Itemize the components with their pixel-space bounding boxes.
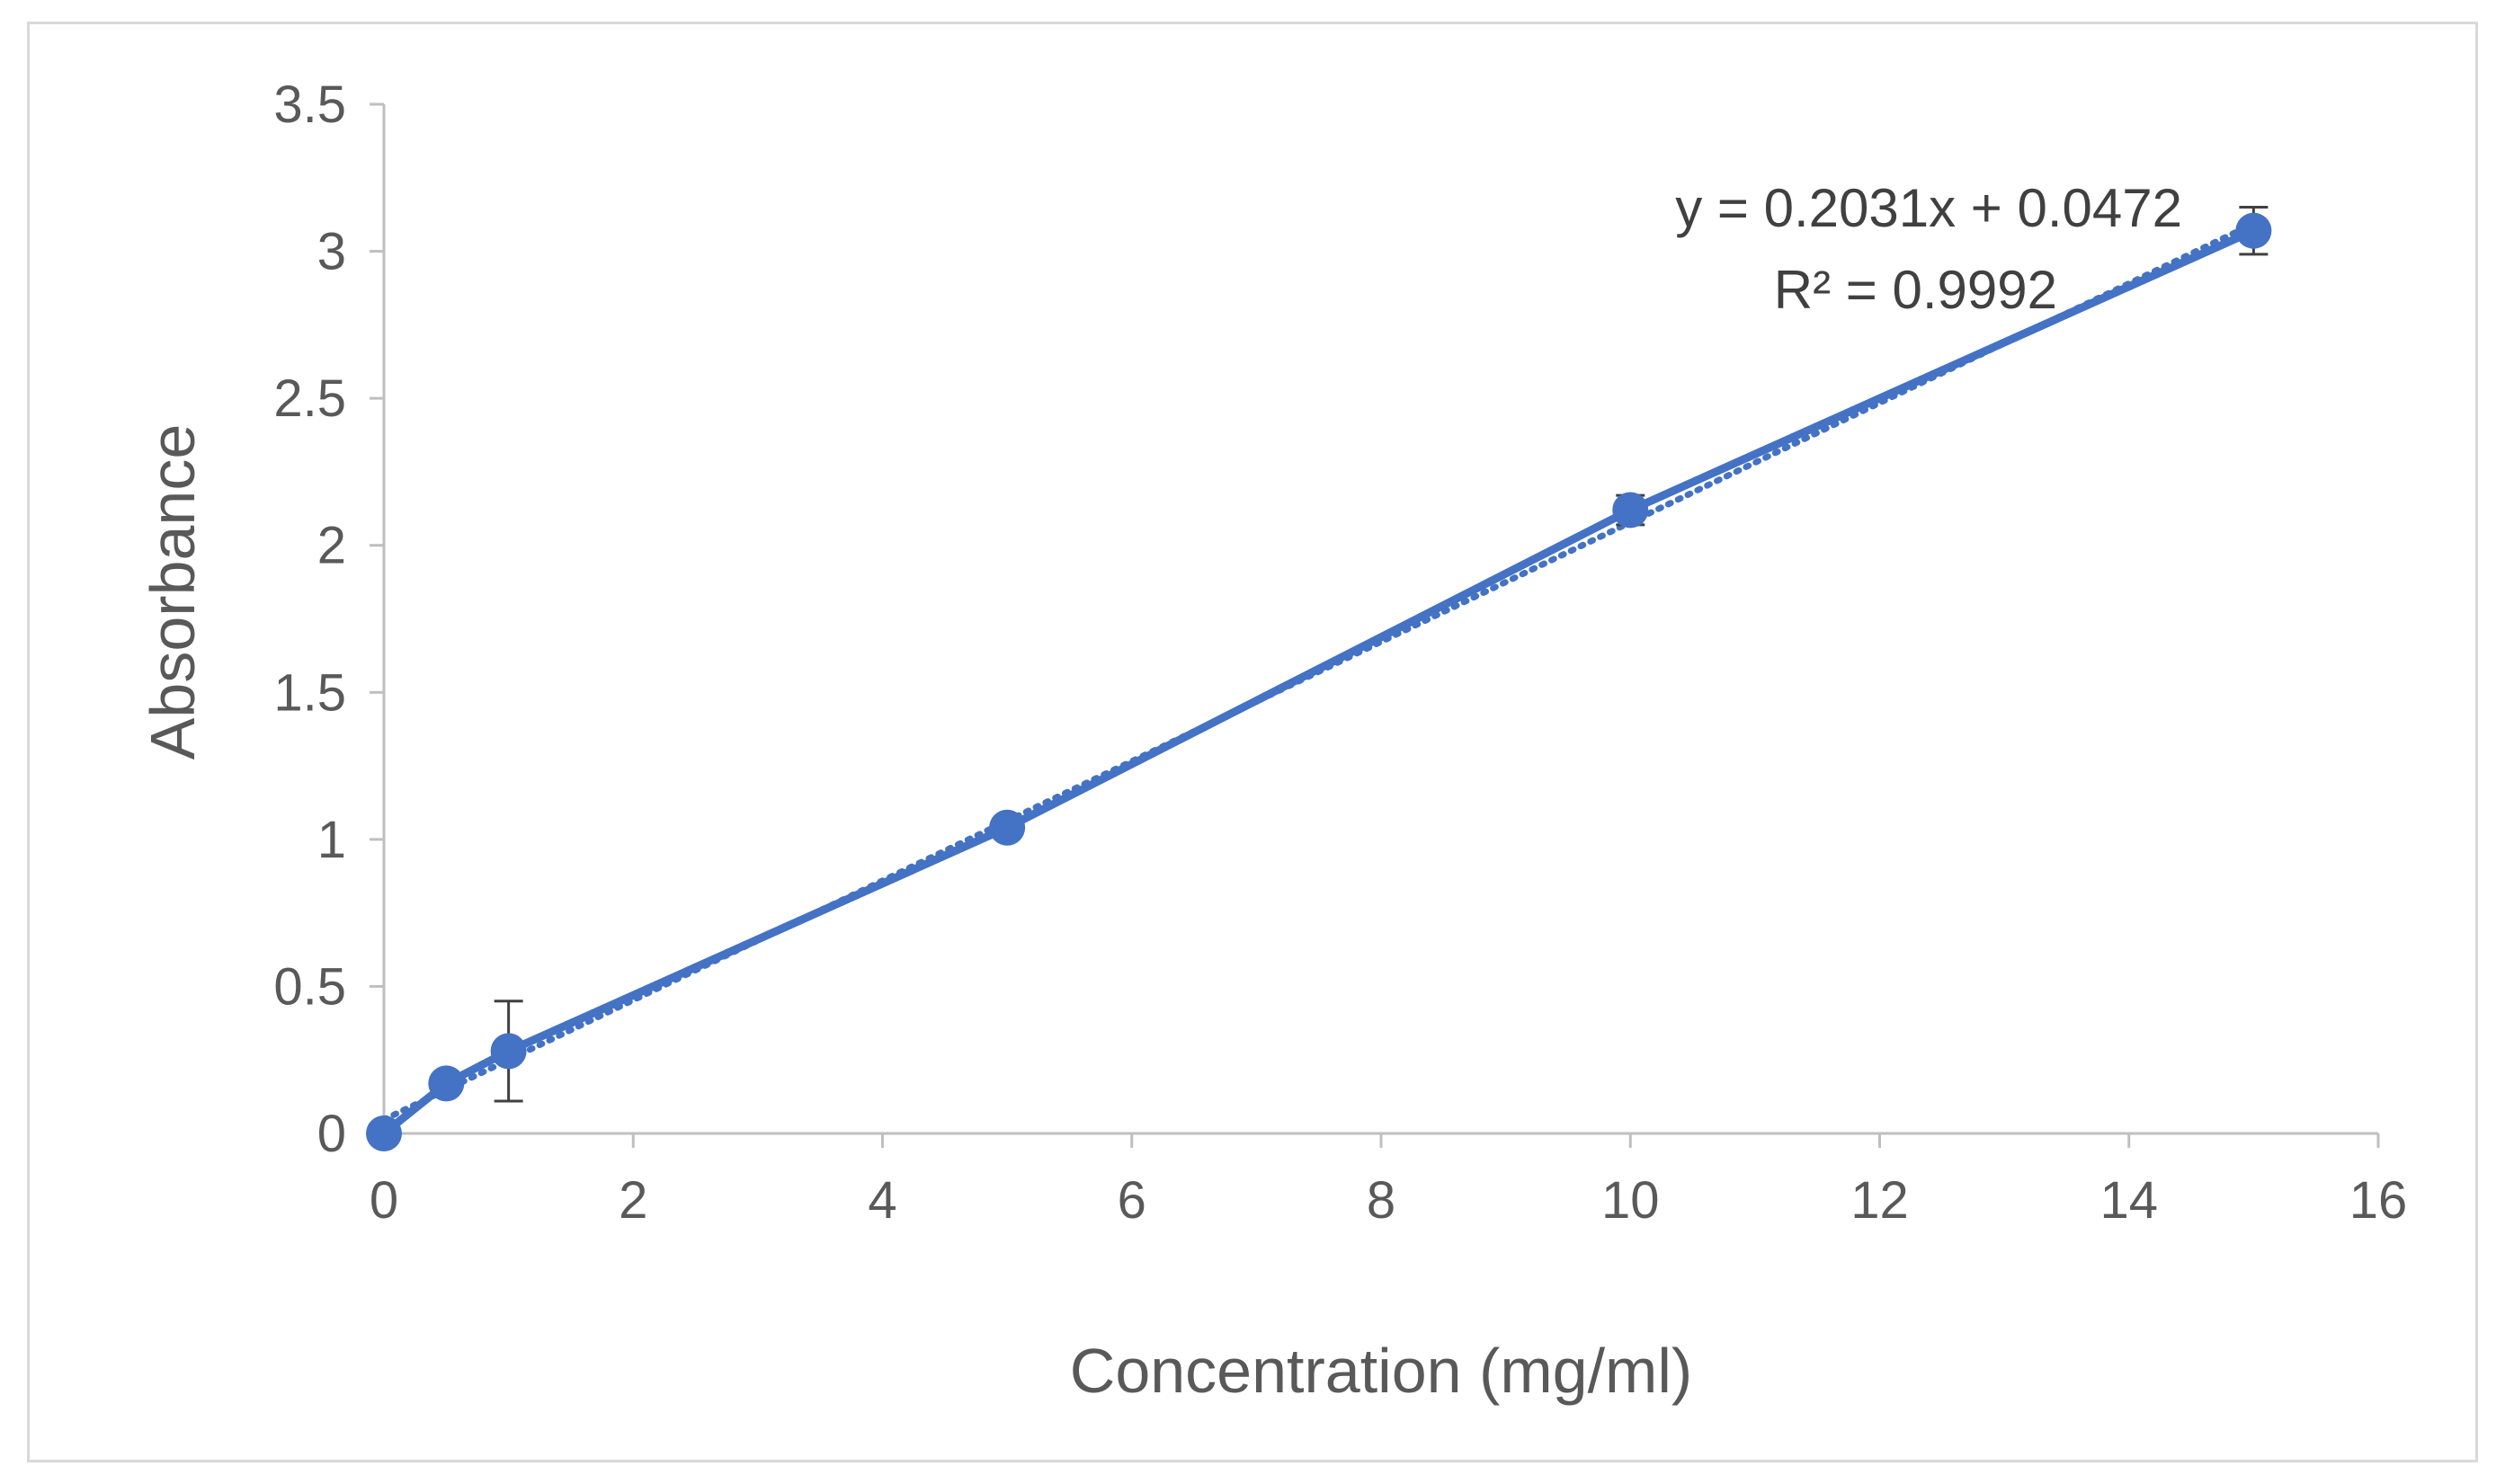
y-tick-label: 3: [317, 223, 346, 281]
x-tick-label: 0: [370, 1171, 398, 1230]
y-tick-label: 1: [317, 811, 346, 869]
chart-frame: 0 2 4 6 8 10 12 14 16 0 0.5 1 1.5 2 2.5 3 3.5 Concentrat…: [27, 22, 2478, 1462]
y-tick-label: 1.5: [273, 663, 346, 722]
y-tick-label: 0: [317, 1105, 346, 1163]
x-tick-label: 2: [619, 1171, 647, 1230]
data-point: [2235, 212, 2272, 249]
x-tick-label: 14: [2099, 1171, 2158, 1230]
x-tick-label: 16: [2349, 1171, 2408, 1230]
x-axis-title: Concentration (mg/ml): [1070, 1336, 1692, 1406]
data-point: [428, 1065, 465, 1102]
y-axis-title: Absorbance: [138, 424, 208, 760]
data-point: [1612, 492, 1649, 529]
data-point: [989, 809, 1026, 846]
scatter-chart: 0 2 4 6 8 10 12 14 16 0 0.5 1 1.5 2 2.5 3 3.5 Concentrat…: [138, 76, 2408, 1406]
y-tick-label: 2.5: [273, 369, 346, 428]
x-tick-label: 6: [1118, 1171, 1146, 1230]
trendline-r-squared: R² = 0.9992: [1774, 260, 2057, 320]
x-tick-label: 4: [868, 1171, 896, 1230]
y-tick-label: 2: [317, 517, 346, 575]
series-line: [381, 227, 2256, 1137]
data-point: [490, 1033, 527, 1070]
x-tick-label: 10: [1601, 1171, 1660, 1230]
x-tick-label: 8: [1367, 1171, 1395, 1230]
y-tick-label: 0.5: [273, 957, 346, 1016]
data-point: [366, 1115, 402, 1151]
x-tick-label: 12: [1850, 1171, 1909, 1230]
trendline-equation: y = 0.2031x + 0.0472: [1675, 178, 2182, 238]
y-tick-label: 3.5: [273, 76, 346, 134]
